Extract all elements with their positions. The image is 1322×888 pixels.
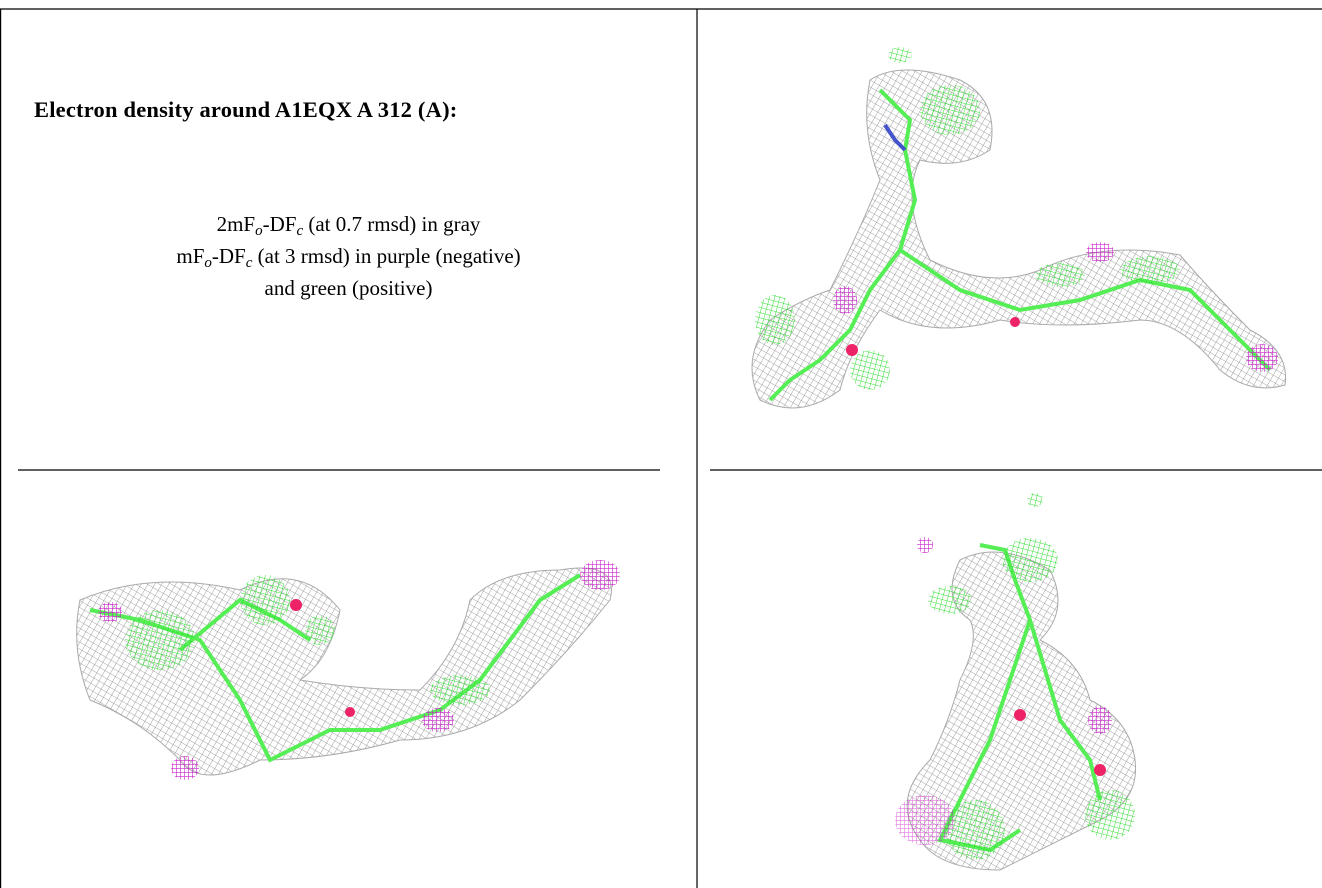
legend-text: -DF [211,244,246,268]
density-view-2 [76,560,620,780]
legend-line: mFo-DFc (at 3 rmsd) in purple (negative) [0,240,697,272]
legend-subscript: c [245,255,253,271]
figure-title: Electron density around A1EQX A 312 (A): [34,97,458,122]
legend-subscript: o [255,223,263,239]
legend-line: 2mFo-DFc (at 0.7 rmsd) in gray [0,208,697,240]
legend-subscript: o [204,255,212,271]
legend-text: 2mF [216,212,256,236]
legend-text: -DF [262,212,297,236]
legend-text: (at 3 rmsd) in purple (negative) [252,244,521,268]
legend: 2mFo-DFc (at 0.7 rmsd) in gray mFo-DFc (… [0,208,697,304]
legend-text: and green (positive) [264,276,433,300]
density-view-3 [895,493,1137,871]
legend-subscript: c [296,223,304,239]
legend-text: mF [176,244,205,268]
legend-line: and green (positive) [0,272,697,304]
legend-text: (at 0.7 rmsd) in gray [303,212,481,236]
table-border [0,8,1322,888]
density-view-1 [751,47,1287,409]
